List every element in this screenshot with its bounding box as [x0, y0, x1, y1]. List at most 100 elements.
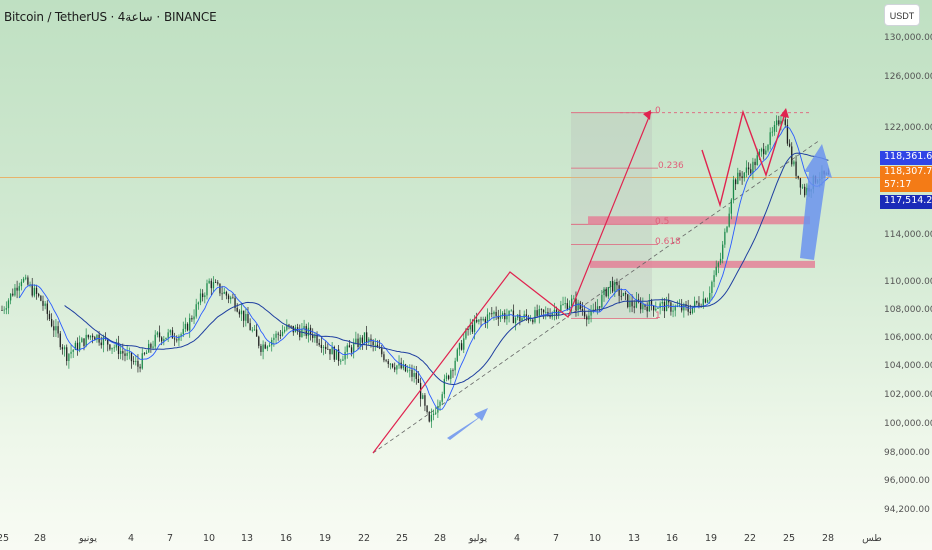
candle-body	[706, 299, 709, 303]
fib-retracement-box	[571, 112, 652, 319]
candle-body	[754, 161, 756, 166]
time-tick-label: 13	[627, 533, 641, 544]
candle-body	[305, 326, 307, 336]
candle-body	[171, 330, 174, 339]
candle-body	[758, 151, 761, 156]
price-tick-label: 114,000.00	[884, 230, 932, 240]
candle-body	[620, 295, 622, 297]
candle-body	[760, 148, 763, 152]
candle-body	[633, 306, 635, 308]
fib-level-label: 0.618	[655, 237, 681, 248]
candle-body	[89, 335, 92, 338]
time-tick-label: 4	[513, 533, 521, 544]
candle-body	[124, 353, 126, 356]
candle-body	[391, 363, 394, 368]
candle-body	[70, 351, 72, 354]
candle-body	[109, 344, 111, 350]
candle-body	[581, 308, 584, 312]
time-tick-label: 28	[821, 533, 835, 544]
candle-body	[387, 361, 389, 365]
candle-body	[648, 300, 650, 312]
candle-body	[55, 326, 57, 331]
candle-body	[480, 319, 482, 321]
candle-body	[804, 186, 806, 196]
candle-body	[197, 302, 200, 305]
candle-body	[161, 337, 163, 342]
support-zone	[588, 216, 810, 225]
price-tick-label: 98,000.00	[884, 448, 930, 458]
candle-body	[445, 375, 448, 379]
candle-body	[223, 291, 225, 294]
candle-body	[549, 315, 551, 318]
candle-body	[786, 124, 789, 144]
candle-body	[139, 366, 141, 369]
candle-body	[18, 286, 20, 291]
candle-body	[346, 345, 348, 352]
candle-body	[510, 310, 512, 312]
candle-body	[9, 293, 12, 301]
candle-body	[48, 313, 51, 320]
currency-button[interactable]: USDT	[884, 4, 920, 26]
candle-body	[193, 316, 195, 320]
candle-body	[728, 213, 730, 227]
candle-body	[674, 306, 676, 311]
candle-body	[424, 395, 426, 406]
price-badge-lower: 117,514.23	[880, 195, 932, 209]
candle-body	[111, 347, 113, 350]
candle-body	[389, 363, 392, 365]
candle-body	[616, 282, 618, 286]
candle-body	[204, 295, 206, 298]
candle-body	[767, 144, 769, 151]
candle-body	[344, 351, 346, 360]
candle-body	[536, 310, 538, 316]
candle-body	[501, 313, 504, 316]
candle-body	[66, 347, 68, 362]
candle-body	[158, 332, 161, 338]
candle-body	[376, 344, 379, 348]
price-tick-label: 110,000.00	[884, 277, 932, 287]
candle-body	[20, 281, 23, 287]
candle-body	[400, 362, 402, 369]
candle-body	[178, 336, 180, 341]
candle-body	[745, 167, 748, 173]
candle-body	[44, 303, 46, 306]
candle-body	[456, 349, 458, 361]
time-tick-label: 19	[318, 533, 332, 544]
candle-body	[35, 287, 38, 294]
fib-level-label: 0	[655, 105, 661, 116]
candle-body	[696, 301, 698, 303]
candle-body	[83, 338, 85, 347]
fib-level-label: 0.236	[658, 161, 684, 172]
candle-body	[212, 282, 215, 289]
candle-body	[301, 328, 303, 338]
candle-body	[737, 172, 739, 185]
candle-body	[398, 362, 400, 366]
candle-body	[113, 347, 115, 349]
candle-body	[471, 324, 474, 332]
candle-body	[801, 186, 804, 188]
candle-body	[614, 282, 616, 292]
time-tick-label: 10	[202, 533, 216, 544]
candle-body	[734, 179, 737, 185]
candle-body	[217, 282, 219, 284]
price-badge-upper: 118,361.61	[880, 151, 932, 165]
candle-body	[180, 334, 182, 337]
candle-body	[150, 343, 152, 348]
candle-body	[342, 359, 344, 361]
candle-body	[659, 303, 661, 309]
candle-body	[661, 301, 663, 304]
candle-body	[799, 178, 802, 188]
symbol-title: Bitcoin / TetherUS · 4س‍اعة · BINANCE	[4, 10, 217, 24]
candle-body	[258, 336, 260, 346]
candle-body	[430, 414, 433, 422]
candle-body	[206, 283, 208, 296]
time-tick-label: 16	[665, 533, 679, 544]
candle-body	[100, 342, 102, 346]
candle-body	[629, 300, 631, 308]
candle-body	[368, 338, 370, 343]
candle-body	[221, 293, 223, 295]
candle-body	[698, 302, 700, 307]
candle-body	[773, 124, 776, 132]
candle-body	[63, 347, 66, 350]
